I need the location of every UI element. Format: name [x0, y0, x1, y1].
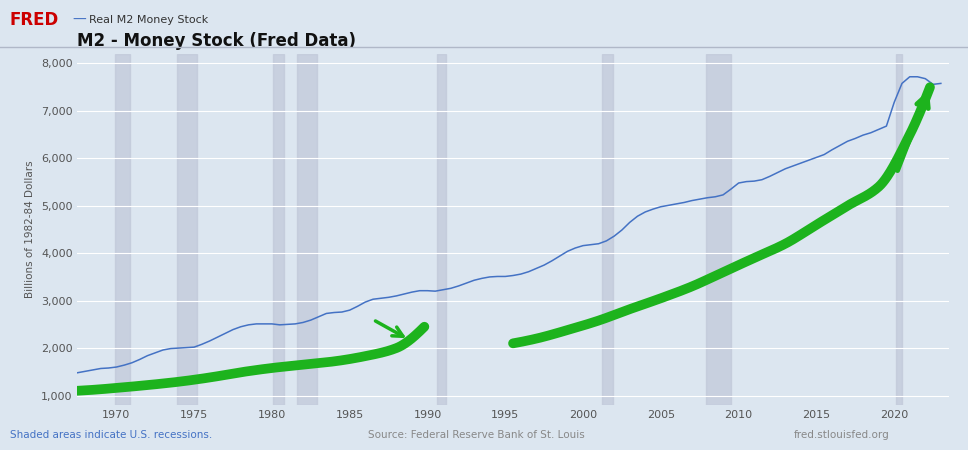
- Bar: [706, 54, 731, 405]
- Bar: [297, 54, 317, 405]
- Bar: [273, 54, 285, 405]
- Text: Real M2 Money Stock: Real M2 Money Stock: [89, 15, 208, 25]
- Bar: [437, 54, 446, 405]
- Text: fred.stlouisfed.org: fred.stlouisfed.org: [794, 430, 890, 440]
- Text: M2 - Money Stock (Fred Data): M2 - Money Stock (Fred Data): [77, 32, 356, 50]
- Bar: [115, 54, 131, 405]
- Text: FRED: FRED: [10, 11, 59, 29]
- Text: Source: Federal Reserve Bank of St. Louis: Source: Federal Reserve Bank of St. Loui…: [368, 430, 585, 440]
- Bar: [602, 54, 613, 405]
- Bar: [895, 54, 902, 405]
- Text: Shaded areas indicate U.S. recessions.: Shaded areas indicate U.S. recessions.: [10, 430, 212, 440]
- Bar: [177, 54, 197, 405]
- Text: —: —: [73, 13, 86, 27]
- Y-axis label: Billions of 1982-84 Dollars: Billions of 1982-84 Dollars: [25, 161, 36, 298]
